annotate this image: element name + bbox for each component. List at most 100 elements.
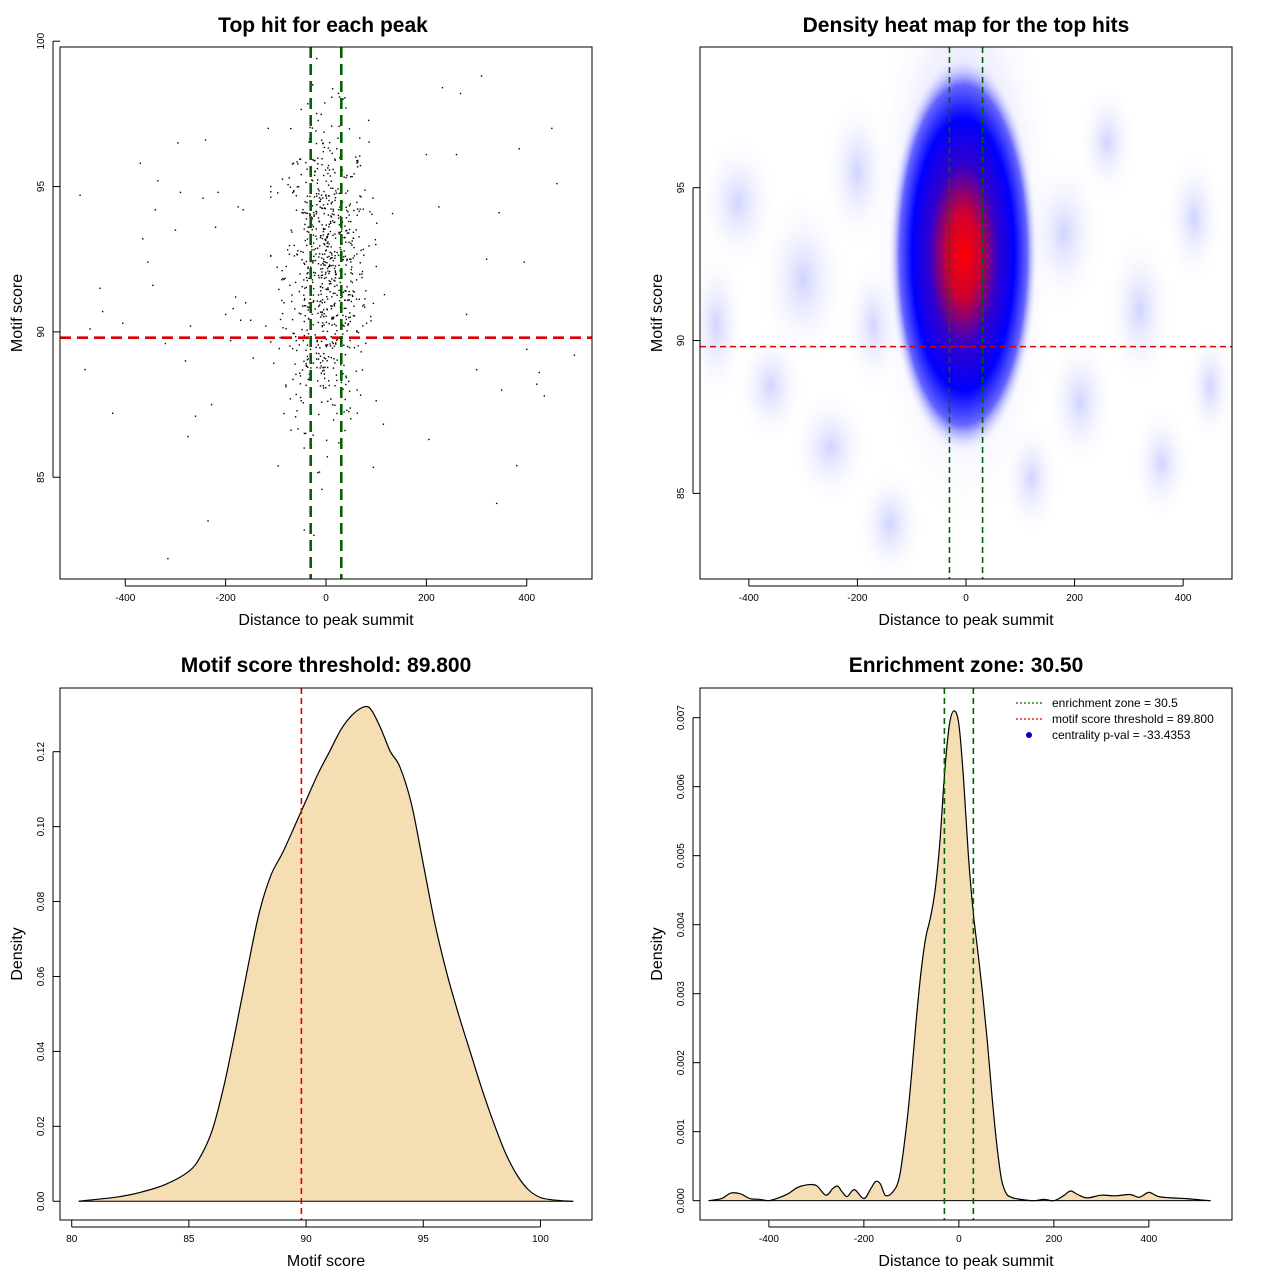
scatter-point [332, 317, 335, 320]
y-tick-label: 0.007 [676, 705, 687, 730]
scatter-point [573, 354, 576, 356]
scatter-point [295, 339, 297, 342]
scatter-point [319, 245, 321, 247]
x-tick-label: -200 [854, 1234, 874, 1245]
scatter-point [323, 357, 325, 359]
scatter-point [210, 403, 213, 406]
scatter-point [353, 255, 356, 257]
scatter-point [307, 333, 310, 335]
scatter-point [342, 98, 344, 100]
density-blob [1104, 229, 1175, 390]
scatter-point [336, 359, 338, 361]
scatter-point [111, 412, 114, 414]
scatter-point [303, 320, 305, 323]
scatter-point [289, 345, 291, 347]
scatter-point [296, 410, 298, 412]
scatter-point [330, 208, 332, 210]
scatter-point [312, 434, 314, 436]
scatter-point [338, 442, 340, 444]
scatter-point [306, 359, 309, 361]
scatter-point [323, 190, 325, 193]
scatter-point [315, 253, 317, 255]
scatter-point [315, 213, 318, 215]
scatter-point [356, 166, 359, 168]
scatter-point [321, 282, 323, 285]
scatter-point [326, 256, 329, 258]
scatter-point [157, 180, 159, 182]
scatter-point [305, 276, 308, 279]
scatter-point [318, 471, 321, 473]
scatter-point [285, 385, 287, 388]
scatter-point [309, 126, 311, 129]
scatter-point [328, 272, 330, 275]
scatter-point [276, 266, 278, 268]
scatter-point [278, 347, 280, 350]
scatter-point [348, 390, 351, 392]
scatter-point [359, 394, 362, 396]
scatter-point [302, 208, 304, 211]
scatter-point [318, 413, 320, 416]
scatter-point [307, 226, 309, 229]
scatter-point [356, 201, 358, 204]
scatter-point [335, 315, 338, 317]
scatter-point [285, 328, 287, 330]
scatter-point [356, 160, 358, 162]
scatter-point [333, 345, 336, 347]
scatter-point [331, 341, 334, 343]
scatter-point [323, 253, 326, 255]
scatter-point [361, 273, 363, 275]
scatter-point [339, 206, 341, 208]
scatter-point [333, 305, 336, 307]
scatter-point [327, 167, 329, 169]
scatter-point [330, 308, 333, 310]
scatter-point [315, 238, 318, 240]
scatter-point [346, 174, 348, 177]
scatter-point [326, 295, 328, 298]
scatter-point [352, 257, 354, 259]
scatter-point [372, 197, 374, 199]
scatter-point [313, 196, 316, 198]
scatter-point [316, 195, 318, 197]
scatter-point [352, 231, 355, 234]
scatter-point [362, 208, 364, 210]
scatter-point [277, 465, 279, 467]
scatter-point [338, 277, 340, 279]
scatter-point [310, 266, 312, 268]
scatter-point [339, 246, 341, 249]
scatter-point [312, 281, 314, 284]
scatter-point [336, 251, 338, 254]
scatter-point [306, 355, 309, 358]
density-area [78, 705, 574, 1202]
scatter-point [298, 312, 301, 315]
scatter-point [349, 203, 352, 205]
scatter-point [332, 316, 335, 318]
scatter-point [318, 352, 320, 355]
scatter-point [325, 346, 328, 348]
scatter-point [350, 300, 352, 303]
scatter-point [331, 278, 333, 280]
scatter-point [304, 239, 307, 242]
legend-label-centrality: centrality p-val = -33.4353 [1052, 728, 1191, 742]
scatter-point [297, 163, 299, 165]
scatter-point [322, 227, 325, 230]
scatter-point [285, 384, 287, 386]
scatter-point [345, 307, 347, 310]
scatter-point [345, 206, 347, 209]
scatter-point [345, 107, 347, 109]
scatter-point [348, 228, 351, 231]
scatter-point [331, 152, 333, 155]
scatter-point [325, 194, 327, 196]
scatter-point [351, 240, 353, 242]
scatter-point [323, 313, 325, 315]
scatter-point [325, 271, 327, 274]
scatter-point [306, 195, 309, 197]
scatter-point [312, 159, 314, 161]
scatter-point [345, 192, 347, 194]
scatter-point [344, 273, 346, 275]
x-tick-label: -200 [847, 593, 867, 604]
scatter-point [342, 256, 345, 258]
scatter-point [360, 351, 362, 353]
scatter-point [329, 345, 332, 347]
scatter-point [281, 178, 284, 180]
scatter-point [301, 369, 304, 371]
